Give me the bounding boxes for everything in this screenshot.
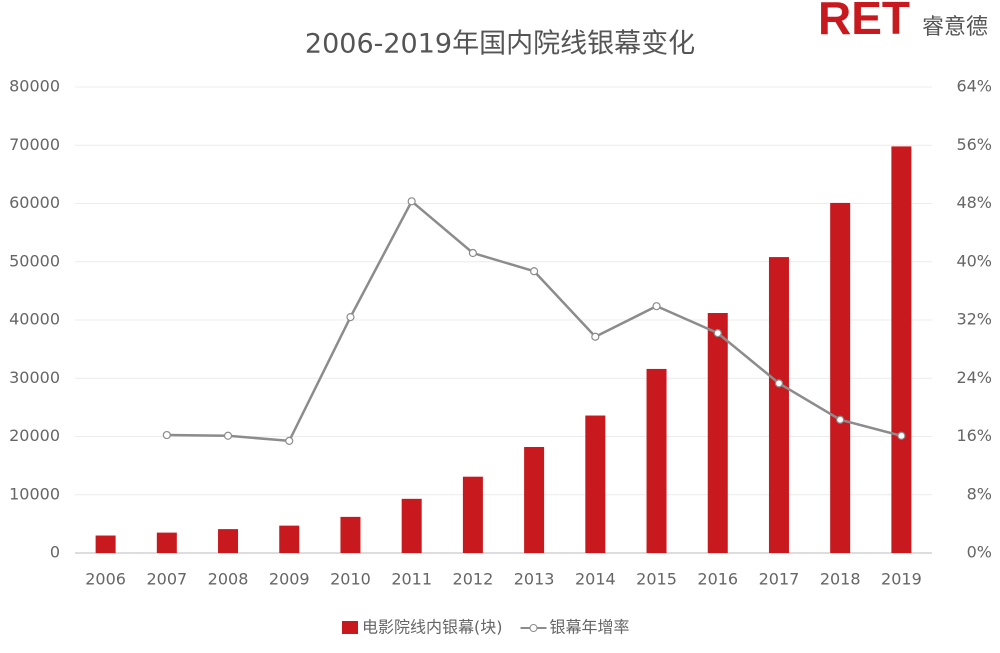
line-point: [468, 248, 477, 258]
y2-tick-label: 64%: [956, 77, 992, 96]
y2-tick-label: 24%: [956, 368, 992, 387]
y2-tick-label: 16%: [956, 426, 992, 445]
y2-tick-label: 8%: [967, 484, 992, 503]
x-tick-label: 2010: [330, 570, 371, 589]
x-tick-label: 2016: [697, 570, 738, 589]
line-point: [530, 267, 539, 276]
bar: [462, 476, 483, 553]
legend-label: 银幕年增率: [550, 618, 630, 637]
bar: [95, 535, 116, 553]
x-tick-label: 2013: [514, 570, 555, 589]
x-tick-label: 2014: [575, 570, 616, 589]
legend-swatch: [529, 624, 538, 632]
line: [166, 199, 902, 443]
x-tick-label: 2008: [208, 570, 249, 589]
line-point: [285, 436, 294, 445]
y2-tick-label: 0%: [967, 543, 992, 562]
line-point: [713, 329, 722, 338]
y-tick-label: 20000: [9, 426, 60, 445]
bar: [707, 313, 728, 553]
bar: [646, 368, 667, 553]
line-point: [652, 302, 661, 311]
y-tick-label: 70000: [9, 135, 60, 154]
bar: [156, 532, 177, 553]
x-tick-label: 2015: [636, 570, 677, 589]
brand-mark: RET: [818, 0, 910, 44]
line-point: [407, 197, 416, 206]
line-point: [897, 431, 906, 440]
line-point: [774, 379, 784, 388]
y-tick-label: 0: [50, 543, 60, 562]
x-tick-label: 2009: [269, 570, 310, 589]
x-tick-label: 2012: [453, 570, 494, 589]
y-tick-label: 40000: [9, 310, 60, 329]
line-point: [836, 415, 845, 424]
legend-swatch: [342, 621, 358, 634]
bar: [768, 257, 789, 553]
legend-label: 电影院线内银幕(块): [362, 618, 503, 637]
x-tick-label: 2019: [881, 570, 922, 589]
line-point: [346, 312, 355, 322]
bar: [401, 498, 422, 553]
bar: [830, 202, 851, 554]
y-tick-label: 80000: [9, 77, 60, 96]
y2-tick-label: 56%: [956, 135, 992, 154]
x-tick-label: 2018: [820, 570, 861, 589]
y2-tick-label: 32%: [956, 310, 992, 329]
bar: [340, 516, 361, 553]
x-tick-label: 2007: [146, 570, 187, 589]
x-tick-label: 2017: [759, 570, 800, 589]
y-tick-label: 60000: [9, 193, 60, 212]
brand-name: 睿意德: [922, 15, 988, 40]
bar: [585, 415, 606, 553]
x-tick-label: 2011: [391, 570, 432, 589]
bar: [279, 525, 300, 553]
bar: [524, 446, 545, 553]
line-point: [223, 431, 233, 440]
bar: [891, 146, 912, 554]
y-tick-label: 50000: [9, 251, 60, 270]
line-point: [591, 332, 600, 341]
x-tick-label: 2006: [85, 570, 126, 589]
line-point: [162, 430, 171, 440]
y2-tick-label: 48%: [956, 193, 992, 212]
chart-title: 2006-2019年国内院线银幕变化: [305, 29, 695, 60]
bar: [218, 529, 239, 553]
y-tick-label: 30000: [9, 368, 60, 387]
y2-tick-label: 40%: [956, 251, 992, 270]
y-tick-label: 10000: [9, 484, 60, 503]
